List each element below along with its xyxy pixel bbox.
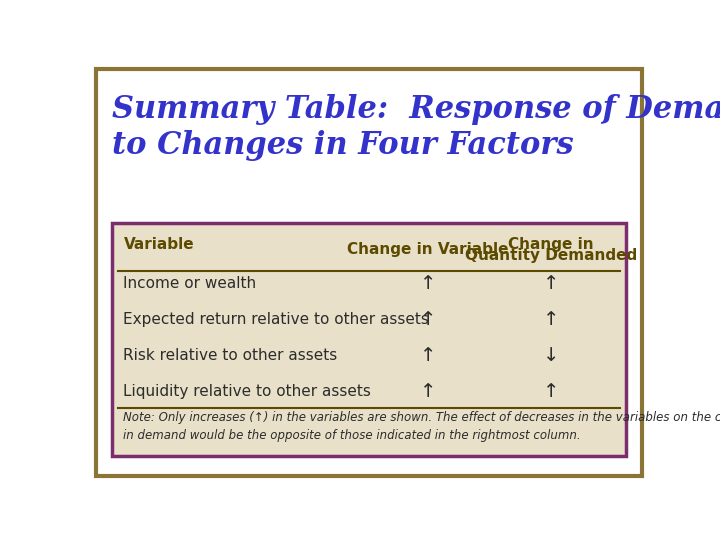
- Text: Note: Only increases (↑) in the variables are shown. The effect of decreases in : Note: Only increases (↑) in the variable…: [124, 411, 720, 442]
- Text: Quantity Demanded: Quantity Demanded: [465, 248, 637, 263]
- Text: ↓: ↓: [543, 346, 559, 365]
- Text: Variable: Variable: [124, 238, 194, 252]
- Text: Change in: Change in: [508, 238, 594, 252]
- Text: Risk relative to other assets: Risk relative to other assets: [124, 348, 338, 363]
- Text: Liquidity relative to other assets: Liquidity relative to other assets: [124, 384, 372, 399]
- Text: ↑: ↑: [420, 346, 436, 365]
- Text: ↑: ↑: [420, 382, 436, 401]
- FancyBboxPatch shape: [96, 69, 642, 476]
- Text: Change in Variable: Change in Variable: [347, 241, 509, 256]
- Text: Summary Table:  Response of Demand
to Changes in Four Factors: Summary Table: Response of Demand to Cha…: [112, 94, 720, 161]
- Text: ↑: ↑: [420, 310, 436, 329]
- FancyBboxPatch shape: [112, 223, 626, 456]
- Text: Expected return relative to other assets: Expected return relative to other assets: [124, 312, 429, 327]
- Text: ↑: ↑: [543, 310, 559, 329]
- Text: ↑: ↑: [420, 274, 436, 293]
- Text: Income or wealth: Income or wealth: [124, 275, 256, 291]
- Text: ↑: ↑: [543, 274, 559, 293]
- Text: ↑: ↑: [543, 382, 559, 401]
